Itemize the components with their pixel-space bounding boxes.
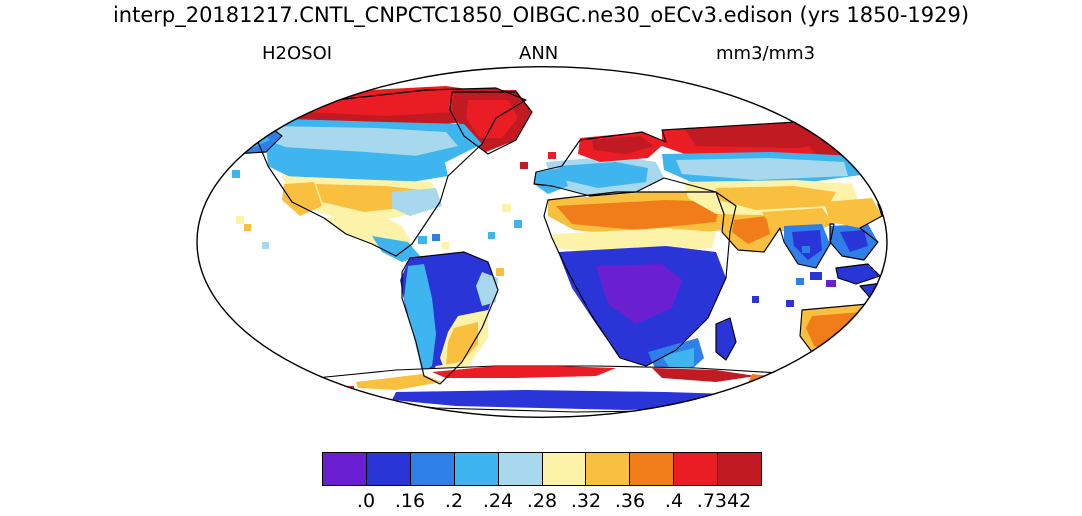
colorbar-tick-labels: .0 .16 .2 .24 .28 .32 .36 .4 .7342 [322,490,762,514]
subtitle-variable: H2OSOI [262,43,333,64]
colorbar-tick-4: .28 [526,490,558,512]
colorbar-cell-4 [498,453,543,485]
colorbar-tick-8: .7342 [696,490,752,512]
global-map-plot [196,66,888,418]
map-frame [196,66,888,418]
page-title: interp_20181217.CNTL_CNPCTC1850_OIBGC.ne… [112,3,970,27]
colorbar-tick-3: .24 [482,490,514,512]
colorbar-cell-5 [542,453,587,485]
colorbar-cell-2 [410,453,455,485]
colorbar-cell-1 [366,453,411,485]
colorbar-tick-7: .4 [664,490,684,512]
colorbar-tick-6: .36 [614,490,646,512]
colorbar-cell-9 [718,453,762,485]
colorbar-cell-0 [323,453,367,485]
colorbar-tick-2: .2 [444,490,464,512]
colorbar-tick-1: .16 [394,490,426,512]
colorbar-cell-8 [674,453,719,485]
colorbar-cell-3 [454,453,499,485]
subtitle-season: ANN [519,43,559,64]
colorbar-tick-5: .32 [570,490,602,512]
colorbar [322,452,762,486]
subtitle-units: mm3/mm3 [716,43,816,64]
colorbar-cell-7 [630,453,675,485]
colorbar-cell-6 [586,453,631,485]
colorbar-tick-0: .0 [356,490,376,512]
